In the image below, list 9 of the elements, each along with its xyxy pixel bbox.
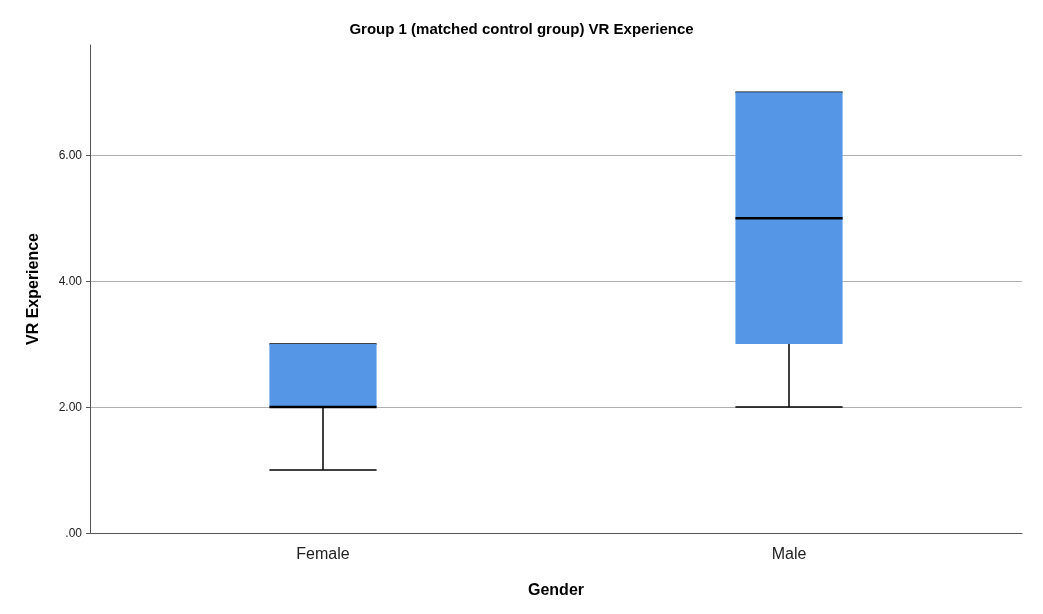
y-tick-label: 2.00 <box>58 400 83 415</box>
y-tick-label: .00 <box>65 526 83 540</box>
x-axis-title: Gender <box>527 580 585 598</box>
x-tick-label: Male <box>771 544 807 562</box>
y-tick-label: 6.00 <box>58 148 83 163</box>
y-tick-label: 4.00 <box>58 274 83 289</box>
x-tick-label: Female <box>296 544 350 562</box>
chart-title: Group 1 (matched control group) VR Experience <box>349 20 694 37</box>
y-axis-title: VR Experience <box>23 232 41 346</box>
